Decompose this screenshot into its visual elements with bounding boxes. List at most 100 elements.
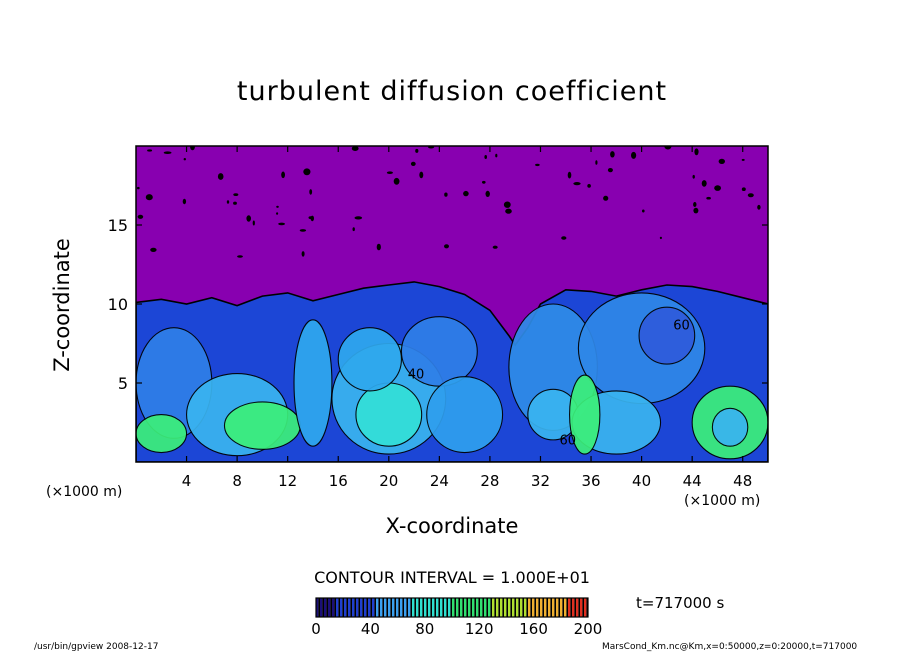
- speck-33: [237, 255, 243, 258]
- colorbar-cell-66: [580, 598, 583, 617]
- colorbar-cell-22: [404, 598, 407, 617]
- colorbar-line-1: [322, 598, 324, 617]
- colorbar-cell-6: [340, 598, 343, 617]
- speck-46: [535, 163, 540, 167]
- colorbar-cell-63: [568, 598, 571, 617]
- colorbar-cell-57: [544, 598, 547, 617]
- colorbar-line-36: [462, 598, 464, 617]
- colorbar-cell-67: [584, 598, 587, 617]
- speck-24: [190, 146, 195, 151]
- colorbar-cell-15: [376, 598, 379, 617]
- colorbar-line-0: [318, 598, 320, 617]
- speck-65: [694, 148, 699, 156]
- eddy-15: [711, 407, 749, 447]
- speck-36: [419, 171, 424, 179]
- speck-23: [137, 214, 144, 219]
- colorbar-line-27: [426, 598, 428, 617]
- colorbar-line-56: [542, 598, 544, 617]
- colorbar-line-54: [534, 598, 536, 617]
- colorbar-cell-37: [464, 598, 467, 617]
- colorbar-cell-49: [512, 598, 515, 617]
- colorbar-cell-34: [452, 598, 455, 617]
- colorbar-cell-64: [572, 598, 575, 617]
- speck-78: [351, 146, 359, 151]
- speck-86: [664, 146, 672, 150]
- colorbar-line-14: [374, 598, 376, 617]
- colorbar-cell-59: [552, 598, 555, 617]
- colorbar-line-17: [386, 598, 388, 617]
- speck-25: [503, 201, 511, 208]
- speck-74: [376, 243, 381, 251]
- speck-80: [233, 201, 237, 205]
- speck-0: [444, 192, 448, 197]
- colorbar-line-24: [414, 598, 416, 617]
- speck-69: [714, 185, 721, 191]
- time-label: t=717000 s: [636, 594, 725, 612]
- colorbar-cell-26: [420, 598, 423, 617]
- speck-29: [145, 194, 153, 201]
- contour-label-0: 40: [408, 367, 425, 382]
- speck-45: [631, 151, 637, 159]
- colorbar-cell-65: [576, 598, 579, 617]
- colorbar-cell-58: [548, 598, 551, 617]
- speck-37: [587, 184, 591, 188]
- colorbar-cell-43: [488, 598, 491, 617]
- colorbar-line-34: [454, 598, 456, 617]
- colorbar-cell-35: [456, 598, 459, 617]
- y-axis-label: Z-coordinate: [50, 238, 74, 372]
- colorbar-cell-31: [440, 598, 443, 617]
- colorbar-cell-28: [428, 598, 431, 617]
- colorbar-cell-44: [492, 598, 495, 617]
- colorbar-cell-0: [316, 598, 319, 617]
- speck-32: [278, 222, 285, 226]
- eddy-17: [569, 374, 601, 455]
- colorbar-cell-13: [368, 598, 371, 617]
- colorbar-line-15: [378, 598, 380, 617]
- colorbar-cell-12: [364, 598, 367, 617]
- colorbar-line-65: [578, 598, 580, 617]
- x-tick-label-12: 12: [278, 472, 297, 490]
- colorbar-cell-18: [388, 598, 391, 617]
- speck-47: [747, 193, 754, 198]
- y-axis: 5 10 15: [108, 216, 768, 393]
- x-tick-label-24: 24: [430, 472, 449, 490]
- speck-16: [410, 161, 416, 166]
- speck-28: [659, 236, 663, 240]
- x-axis-label-text: X-coordinate: [385, 514, 519, 538]
- colorbar-cell-62: [564, 598, 567, 617]
- colorbar-line-57: [546, 598, 548, 617]
- x-tick-label-8: 8: [232, 472, 242, 490]
- colorbar-line-20: [398, 598, 400, 617]
- colorbar-line-55: [538, 598, 540, 617]
- chart-title: turbulent diffusion coefficient: [236, 76, 668, 107]
- x-tick-label-40: 40: [632, 472, 651, 490]
- colorbar-cell-42: [484, 598, 487, 617]
- speck-66: [642, 209, 645, 213]
- colorbar-line-42: [486, 598, 488, 617]
- colorbar-cell-1: [320, 598, 323, 617]
- colorbar-line-62: [566, 598, 568, 617]
- colorbar-cell-20: [396, 598, 399, 617]
- speck-48: [607, 168, 613, 173]
- colorbar-line-41: [482, 598, 484, 617]
- colorbar-cell-17: [384, 598, 387, 617]
- colorbar-line-67: [586, 598, 588, 617]
- eddy-6: [337, 327, 402, 392]
- colorbar-line-53: [530, 598, 532, 617]
- colorbar-line-8: [350, 598, 352, 617]
- colorbar-line-44: [494, 598, 496, 617]
- speck-17: [299, 229, 307, 232]
- speck-8: [757, 204, 761, 210]
- colorbar-line-13: [370, 598, 372, 617]
- x-tick-label-32: 32: [531, 472, 550, 490]
- speck-41: [706, 196, 711, 200]
- colorbar-line-2: [326, 598, 328, 617]
- colorbar-cell-47: [504, 598, 507, 617]
- colorbar-line-7: [346, 598, 348, 617]
- colorbar-line-26: [422, 598, 424, 617]
- speck-56: [246, 215, 251, 222]
- speck-7: [482, 180, 486, 184]
- colorbar-line-23: [410, 598, 412, 617]
- x-tick-label-16: 16: [329, 472, 348, 490]
